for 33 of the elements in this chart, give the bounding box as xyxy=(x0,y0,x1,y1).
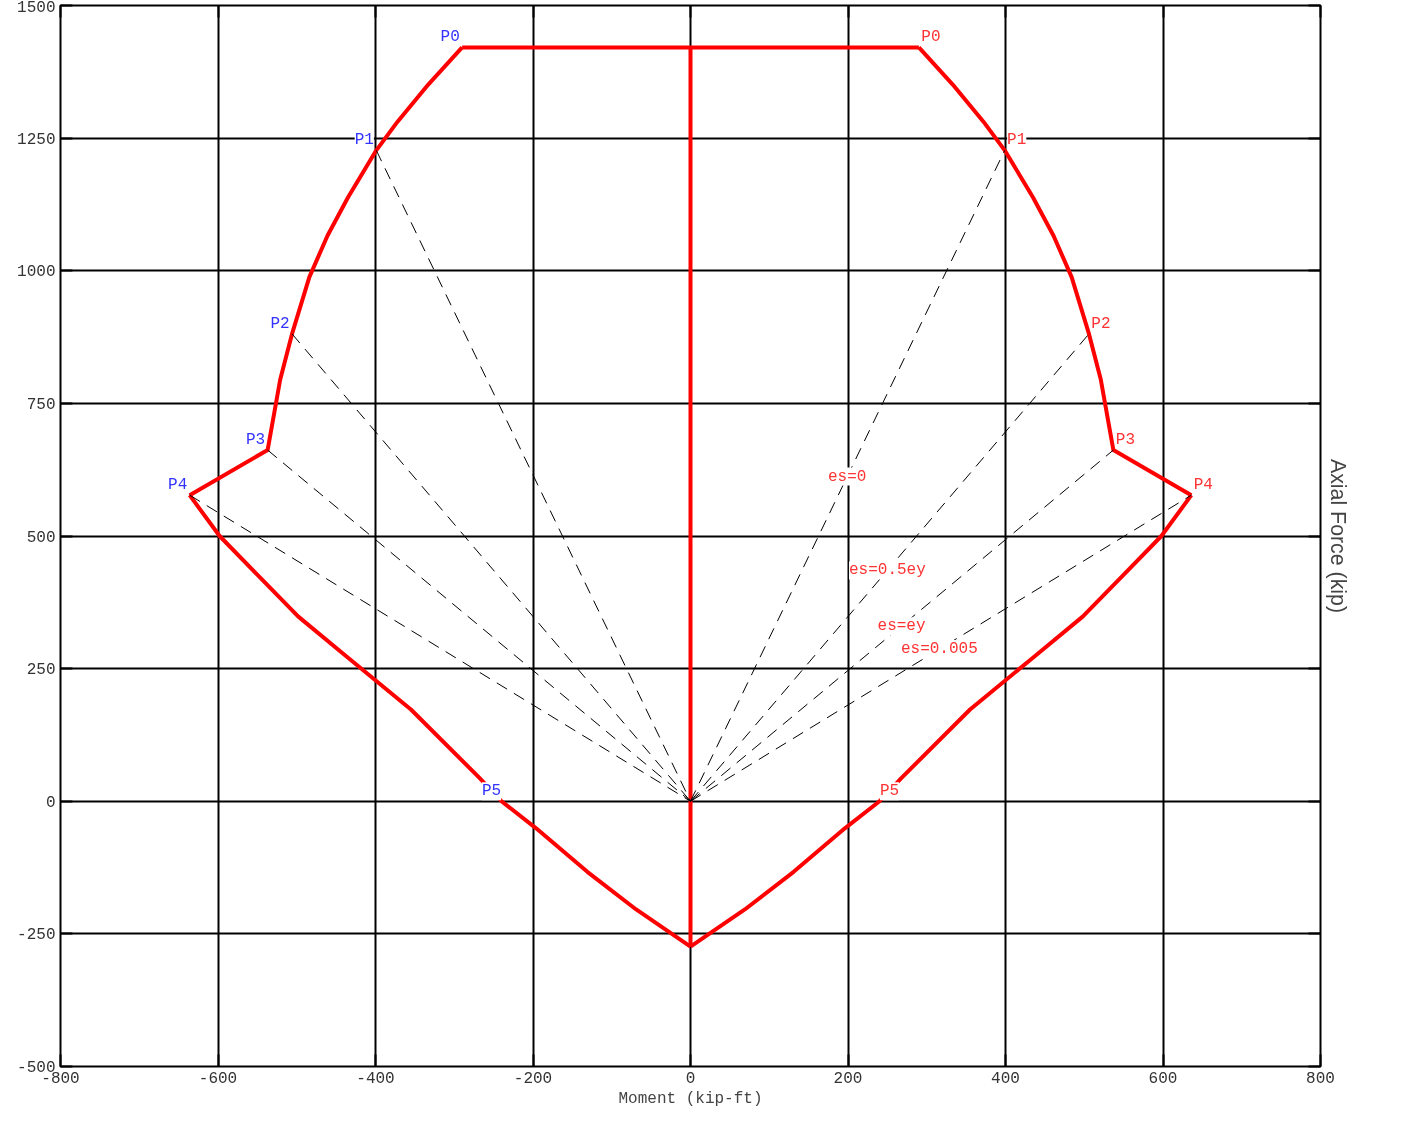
annotation: P0 xyxy=(440,28,460,47)
annotation: P1 xyxy=(354,131,374,150)
y-tick-label: -250 xyxy=(17,926,56,945)
annotation: P1 xyxy=(1007,131,1027,150)
y-tick-label: 1500 xyxy=(17,0,56,17)
x-tick-label: 800 xyxy=(1306,1069,1335,1088)
annotation: P3 xyxy=(246,431,266,450)
y-tick-label: 500 xyxy=(26,528,56,547)
annotation: P2 xyxy=(270,314,290,333)
annotation: P5 xyxy=(879,782,900,801)
annotation: P3 xyxy=(1115,431,1135,450)
y-tick-label: 0 xyxy=(45,793,56,812)
annotation: es=0.005 xyxy=(900,640,978,658)
y-tick-label: 250 xyxy=(26,661,56,680)
x-tick-label: -400 xyxy=(356,1069,395,1088)
x-tick-label: 200 xyxy=(833,1069,863,1088)
y-tick-label: 1000 xyxy=(17,263,56,282)
annotation: es=0.5ey xyxy=(848,561,927,580)
annotation: P5 xyxy=(481,782,502,801)
annotation: es=ey xyxy=(877,617,926,636)
annotation: P2 xyxy=(1091,314,1111,333)
annotation: P4 xyxy=(168,476,188,495)
annotation: P4 xyxy=(1193,476,1213,495)
y-tick-label: 1250 xyxy=(17,130,56,149)
x-tick-label: -600 xyxy=(198,1069,238,1088)
x-tick-label: 0 xyxy=(685,1069,696,1088)
x-tick-label: 600 xyxy=(1148,1069,1178,1088)
x-axis-title: Moment (kip-ft) xyxy=(618,1089,763,1108)
y-axis-title: Axial Force (kip) xyxy=(1325,458,1350,614)
y-tick-label: 750 xyxy=(26,395,56,414)
x-tick-label: 400 xyxy=(991,1069,1020,1088)
x-tick-label: -200 xyxy=(513,1069,553,1088)
annotation: P0 xyxy=(921,28,941,47)
